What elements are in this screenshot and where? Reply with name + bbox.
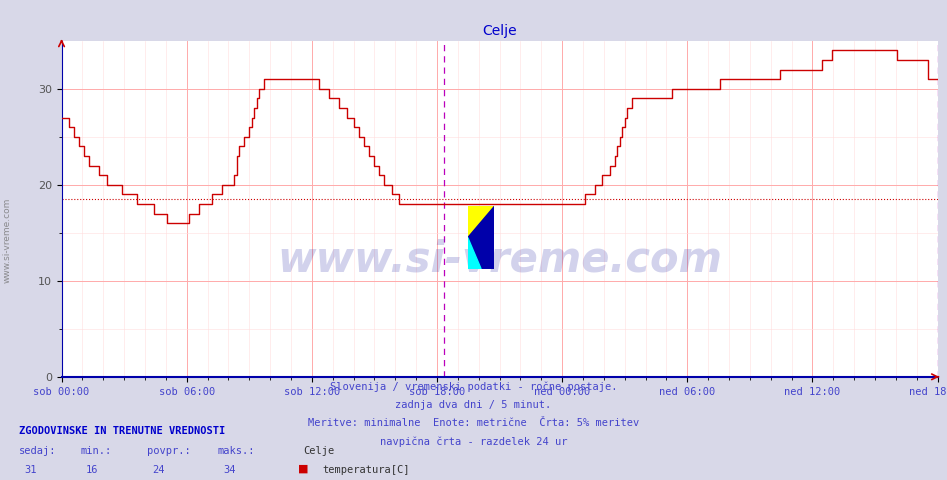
Text: www.si-vreme.com: www.si-vreme.com <box>277 238 722 280</box>
Text: sedaj:: sedaj: <box>19 445 57 456</box>
Text: 16: 16 <box>85 465 98 475</box>
Text: navpična črta - razdelek 24 ur: navpična črta - razdelek 24 ur <box>380 436 567 447</box>
Text: ■: ■ <box>298 463 309 473</box>
Polygon shape <box>468 238 481 269</box>
Polygon shape <box>468 206 494 238</box>
Text: temperatura[C]: temperatura[C] <box>322 465 409 475</box>
Text: Meritve: minimalne  Enote: metrične  Črta: 5% meritev: Meritve: minimalne Enote: metrične Črta:… <box>308 418 639 428</box>
Text: zadnja dva dni / 5 minut.: zadnja dva dni / 5 minut. <box>396 400 551 410</box>
Polygon shape <box>468 206 494 269</box>
Title: Celje: Celje <box>482 24 517 38</box>
Text: 24: 24 <box>152 465 165 475</box>
Text: ZGODOVINSKE IN TRENUTNE VREDNOSTI: ZGODOVINSKE IN TRENUTNE VREDNOSTI <box>19 426 225 436</box>
Text: 34: 34 <box>223 465 236 475</box>
Text: Slovenija / vremenski podatki - ročne postaje.: Slovenija / vremenski podatki - ročne po… <box>330 382 617 392</box>
Text: Celje: Celje <box>303 445 334 456</box>
Text: maks.:: maks.: <box>218 445 256 456</box>
Text: 31: 31 <box>24 465 37 475</box>
Text: povpr.:: povpr.: <box>147 445 190 456</box>
Text: min.:: min.: <box>80 445 112 456</box>
Text: www.si-vreme.com: www.si-vreme.com <box>3 197 12 283</box>
